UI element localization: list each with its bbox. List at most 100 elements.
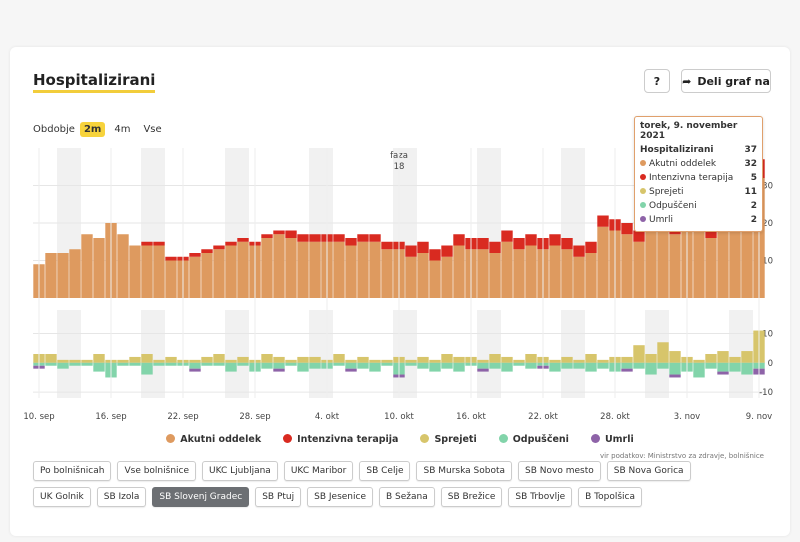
share-icon: ➦ bbox=[682, 74, 692, 88]
legend-item[interactable]: Akutni oddelek bbox=[166, 434, 261, 445]
bar bbox=[705, 362, 717, 369]
legend-label: Umrli bbox=[604, 434, 634, 445]
hospital-button[interactable]: SB Nova Gorica bbox=[606, 461, 691, 481]
bar bbox=[189, 368, 201, 372]
hospital-button[interactable]: SB Celje bbox=[359, 461, 411, 481]
bar bbox=[585, 253, 597, 298]
hospital-button[interactable]: B Sežana bbox=[378, 487, 435, 507]
bar bbox=[141, 362, 153, 375]
bar bbox=[621, 234, 633, 298]
tooltip: torek, 9. november 2021 Hospitalizirani 37… bbox=[634, 116, 763, 232]
legend-item[interactable]: Umrli bbox=[590, 434, 634, 445]
legend-label: Sprejeti bbox=[434, 434, 477, 445]
help-button[interactable]: ? bbox=[644, 69, 670, 93]
bar bbox=[453, 362, 465, 372]
bar bbox=[189, 253, 201, 257]
bar bbox=[501, 356, 513, 363]
hospital-button[interactable]: UKC Maribor bbox=[283, 461, 354, 481]
tooltip-dot bbox=[640, 188, 646, 194]
bar bbox=[417, 356, 429, 363]
bar bbox=[717, 362, 729, 372]
bar bbox=[333, 241, 345, 298]
bar bbox=[549, 234, 561, 246]
legend-label: Akutni oddelek bbox=[180, 434, 262, 445]
tooltip-label-text: Sprejeti bbox=[649, 187, 684, 197]
title: Hospitalizirani bbox=[33, 71, 156, 93]
bar bbox=[225, 359, 237, 363]
bar bbox=[213, 249, 225, 298]
bar bbox=[549, 359, 561, 363]
bar bbox=[117, 234, 129, 298]
hospital-button[interactable]: SB Izola bbox=[96, 487, 147, 507]
hospital-button[interactable]: SB Trbovlje bbox=[508, 487, 573, 507]
hospital-button[interactable]: SB Brežice bbox=[440, 487, 503, 507]
legend-item[interactable]: Sprejeti bbox=[420, 434, 477, 445]
bar bbox=[645, 354, 657, 363]
bar bbox=[645, 230, 657, 298]
weekend-band bbox=[729, 310, 741, 398]
legend-item[interactable]: Odpuščeni bbox=[498, 434, 569, 445]
bar bbox=[237, 241, 249, 298]
hospital-button[interactable]: SB Novo mesto bbox=[518, 461, 601, 481]
hospital-button[interactable]: UK Golnik bbox=[33, 487, 91, 507]
hospital-button[interactable]: UKC Ljubljana bbox=[202, 461, 278, 481]
bar bbox=[621, 368, 633, 372]
period-option[interactable]: 2m bbox=[79, 122, 106, 137]
bar bbox=[405, 256, 417, 298]
bar bbox=[417, 241, 429, 253]
bar bbox=[189, 359, 201, 363]
bar bbox=[513, 362, 525, 366]
bar bbox=[729, 356, 741, 363]
bar bbox=[669, 351, 681, 363]
bar bbox=[285, 362, 297, 366]
bar bbox=[561, 356, 573, 363]
tooltip-dot bbox=[640, 160, 646, 166]
legend: Akutni oddelek Intenzivna terapija Sprejet… bbox=[10, 434, 790, 445]
hospital-button[interactable]: B Topolšica bbox=[578, 487, 643, 507]
bar bbox=[309, 362, 321, 369]
bar bbox=[297, 234, 309, 242]
x-tick-label: 10. sep bbox=[23, 412, 54, 422]
bar bbox=[669, 234, 681, 298]
bar bbox=[213, 354, 225, 363]
legend-dot bbox=[283, 434, 293, 443]
tooltip-value: 32 bbox=[744, 159, 757, 169]
tooltip-dot bbox=[640, 216, 646, 222]
hospital-button[interactable]: SB Murska Sobota bbox=[416, 461, 513, 481]
bar bbox=[273, 368, 285, 372]
share-button[interactable]: ➦ Deli graf na bbox=[681, 69, 771, 93]
bar bbox=[117, 362, 129, 366]
bar bbox=[201, 362, 213, 366]
bar bbox=[573, 245, 585, 257]
bar bbox=[345, 368, 357, 372]
hospital-button[interactable]: SB Ptuj bbox=[255, 487, 302, 507]
period-option[interactable]: 4m bbox=[114, 124, 131, 135]
bar bbox=[345, 238, 357, 246]
tooltip-label-text: Odpuščeni bbox=[649, 201, 697, 211]
bar bbox=[237, 238, 249, 242]
bar bbox=[657, 362, 669, 369]
bar bbox=[669, 362, 681, 375]
bar bbox=[477, 249, 489, 298]
y-tick-label: 0 bbox=[768, 359, 773, 369]
bar bbox=[477, 359, 489, 363]
bar bbox=[129, 362, 141, 366]
bar bbox=[453, 245, 465, 298]
hospital-button[interactable]: Vse bolnišnice bbox=[117, 461, 197, 481]
x-tick-label: 16. okt bbox=[456, 412, 486, 422]
bar bbox=[117, 359, 129, 363]
y-tick-label: 10 bbox=[762, 329, 773, 339]
tooltip-dot bbox=[640, 174, 646, 180]
period-option[interactable]: Vse bbox=[143, 124, 162, 135]
bar bbox=[501, 241, 513, 298]
hospital-button[interactable]: Po bolnišnicah bbox=[33, 461, 112, 481]
hospital-button[interactable]: SB Jesenice bbox=[307, 487, 373, 507]
hospital-button[interactable]: SB Slovenj Gradec bbox=[152, 487, 250, 507]
tooltip-title: torek, 9. november 2021 bbox=[640, 121, 738, 141]
bar bbox=[297, 356, 309, 363]
bar bbox=[261, 238, 273, 298]
legend-item[interactable]: Intenzivna terapija bbox=[283, 434, 398, 445]
bar bbox=[165, 356, 177, 363]
bar bbox=[441, 245, 453, 257]
bar bbox=[237, 356, 249, 363]
